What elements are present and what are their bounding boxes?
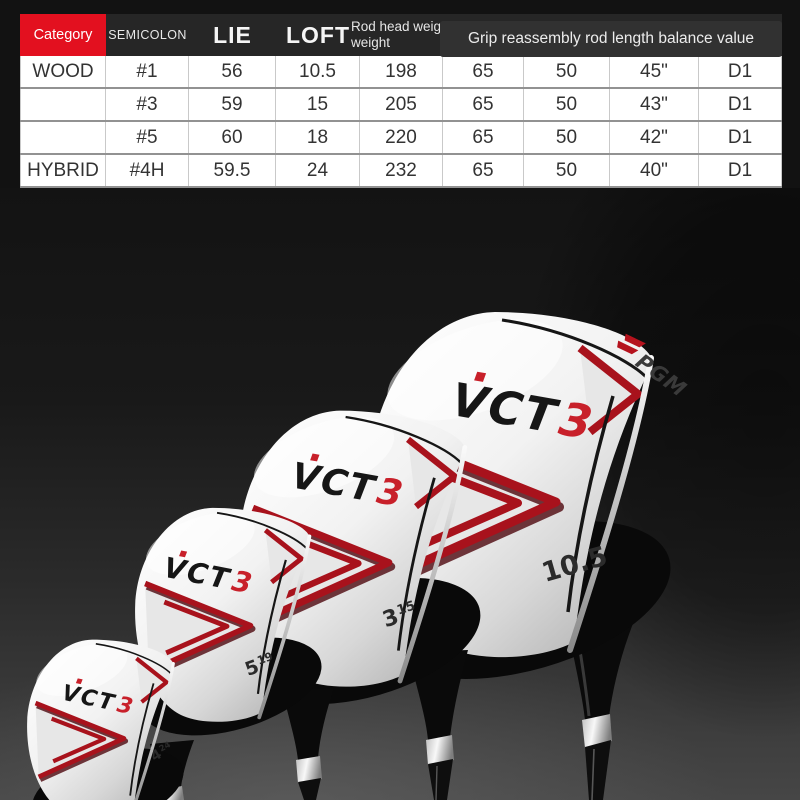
header-grip-group: Grip reassembly rod length balance value [440, 21, 782, 57]
spec-table: Category SEMICOLON LIE LOFT Rod head wei… [20, 14, 782, 188]
table-cell: #1 [106, 56, 189, 87]
silver-band [296, 756, 322, 783]
table-body: WOOD #1 56 10.5 198 65 50 45" D1 #3 59 1… [20, 56, 782, 188]
silver-band [582, 714, 612, 748]
table-cell: 65 [443, 155, 524, 186]
table-cell: 65 [443, 56, 524, 87]
table-cell: WOOD [20, 56, 106, 87]
silver-band [426, 735, 454, 765]
table-cell: #4H [106, 155, 189, 186]
table-cell: 24 [276, 155, 360, 186]
table-row: #3 59 15 205 65 50 43" D1 [20, 89, 782, 122]
table-cell: #5 [106, 122, 189, 153]
table-row: HYBRID #4H 59.5 24 232 65 50 40" D1 [20, 155, 782, 188]
table-cell: 50 [524, 56, 610, 87]
wood5-shaft [282, 688, 334, 800]
table-cell [20, 89, 106, 120]
table-cell: 65 [443, 122, 524, 153]
table-header-row: Category SEMICOLON LIE LOFT Rod head wei… [20, 14, 782, 57]
header-category: Category [20, 14, 106, 56]
table-cell: 56 [189, 56, 276, 87]
table-cell: 50 [524, 122, 610, 153]
table-cell: 50 [524, 89, 610, 120]
loft-label-5-wood: 519 [242, 649, 278, 681]
header-lie: LIE [213, 21, 252, 48]
header-loft: LOFT [285, 21, 351, 48]
table-cell: 15 [276, 89, 360, 120]
svg-text:519: 519 [242, 649, 278, 681]
table-cell: HYBRID [20, 155, 106, 186]
table-cell: D1 [699, 56, 782, 87]
table-cell: 220 [360, 122, 443, 153]
table-cell: 205 [360, 89, 443, 120]
table-cell: 232 [360, 155, 443, 186]
table-cell: 45" [610, 56, 699, 87]
table-cell: 10.5 [276, 56, 360, 87]
table-cell: 198 [360, 56, 443, 87]
pgm-flag-icon [624, 333, 646, 348]
header-rod-head-weight: Rod head weight weight [351, 19, 440, 51]
table-cell: D1 [699, 122, 782, 153]
club-hybrid: VCT3 424 [23, 633, 194, 800]
club-5-wood: VCT3 519 [130, 500, 334, 800]
club-3-wood: VCT3 315 [233, 400, 495, 800]
table-cell: 60 [189, 122, 276, 153]
club-driver: PGM VCT3 10.5 [362, 299, 695, 800]
header-semicolon: SEMICOLON [108, 28, 187, 42]
table-cell: 18 [276, 122, 360, 153]
pgm-flag-icon [617, 340, 639, 355]
table-cell: 65 [443, 89, 524, 120]
table-cell [20, 122, 106, 153]
table-cell: #3 [106, 89, 189, 120]
table-row: WOOD #1 56 10.5 198 65 50 45" D1 [20, 56, 782, 89]
table-cell: 42" [610, 122, 699, 153]
table-cell: 50 [524, 155, 610, 186]
table-row: #5 60 18 220 65 50 42" D1 [20, 122, 782, 155]
loft-label-3-wood: 315 [380, 599, 421, 633]
table-cell: 59.5 [189, 155, 276, 186]
table-cell: 43" [610, 89, 699, 120]
table-cell: 59 [189, 89, 276, 120]
product-photo: PGM VCT3 10.5 VCT3 31 [0, 188, 800, 800]
svg-text:315: 315 [380, 599, 421, 633]
table-cell: D1 [699, 89, 782, 120]
table-cell: D1 [699, 155, 782, 186]
table-cell: 40" [610, 155, 699, 186]
